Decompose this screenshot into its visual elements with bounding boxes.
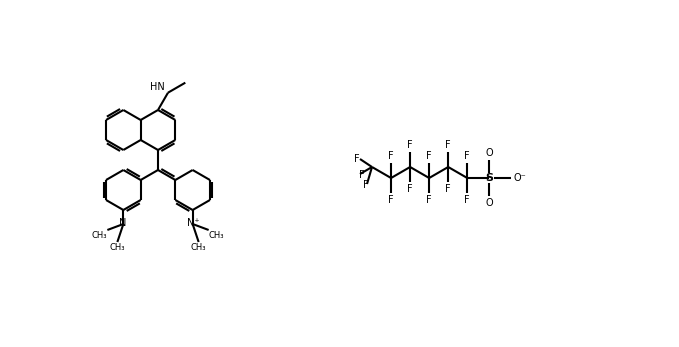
Text: F: F: [426, 195, 432, 205]
Text: F: F: [359, 170, 365, 180]
Text: O: O: [485, 198, 493, 208]
Text: F: F: [445, 140, 451, 150]
Text: CH₃: CH₃: [109, 243, 125, 252]
Text: F: F: [407, 184, 413, 194]
Text: CH₃: CH₃: [92, 231, 107, 240]
Text: F: F: [354, 154, 360, 164]
Text: F: F: [426, 151, 432, 161]
Text: N: N: [119, 218, 126, 228]
Text: F: F: [388, 195, 394, 205]
Text: F: F: [445, 184, 451, 194]
Text: S: S: [485, 173, 493, 183]
Text: O: O: [485, 148, 493, 158]
Text: N⁺: N⁺: [187, 218, 200, 228]
Text: O⁻: O⁻: [513, 173, 526, 183]
Text: CH₃: CH₃: [208, 231, 224, 240]
Text: F: F: [464, 151, 470, 161]
Text: CH₃: CH₃: [191, 243, 206, 252]
Text: F: F: [464, 195, 470, 205]
Text: HN: HN: [150, 82, 165, 92]
Text: F: F: [407, 140, 413, 150]
Text: F: F: [388, 151, 394, 161]
Text: F: F: [363, 180, 369, 190]
